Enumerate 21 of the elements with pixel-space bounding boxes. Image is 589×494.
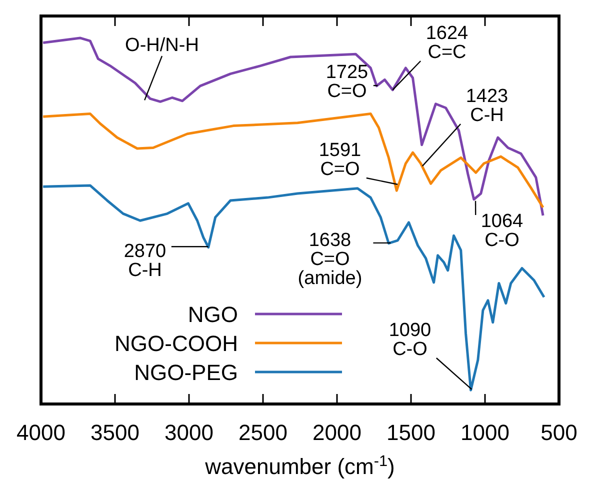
legend-label: NGO-PEG	[134, 360, 238, 385]
annotation: 1090 C-O	[388, 320, 432, 360]
x-tick-label: 1000	[460, 420, 510, 445]
annotation: 1624 C=C	[426, 23, 469, 63]
annotation: O-H/N-H	[125, 35, 199, 56]
annotation: 1591 C=O	[318, 140, 362, 180]
annotation: 1064 C-O	[480, 211, 524, 251]
x-tick-label: 500	[540, 420, 578, 445]
legend-label: NGO-COOH	[114, 331, 238, 356]
x-tick-label: 1500	[386, 420, 436, 445]
x-tick-label: 2500	[238, 420, 288, 445]
x-axis-title: wavenumber (cm$^{-1}$)	[204, 452, 395, 479]
annotation: 1423 C-H	[466, 86, 508, 126]
x-tick-label: 3500	[90, 420, 140, 445]
annotation: 2870 C-H	[124, 241, 166, 281]
x-tick-label: 3000	[164, 420, 214, 445]
annotation: 1725 C=O	[326, 62, 368, 102]
legend-label: NGO	[188, 302, 238, 327]
annotation: 1638 C=O (amide)	[298, 230, 362, 289]
x-tick-label: 2000	[312, 420, 362, 445]
x-tick-label: 4000	[16, 420, 66, 445]
